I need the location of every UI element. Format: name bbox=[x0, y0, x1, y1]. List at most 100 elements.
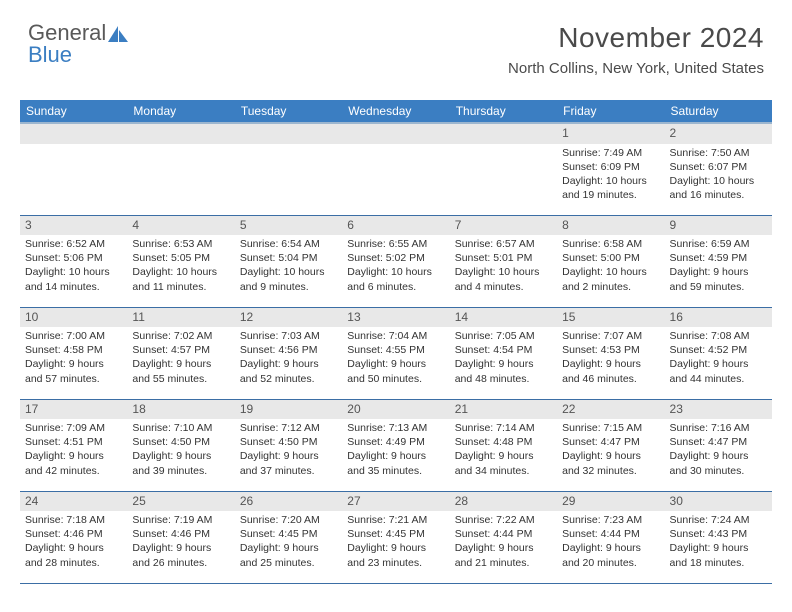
day-number: 21 bbox=[450, 400, 557, 420]
day-sun-info: Sunrise: 6:54 AMSunset: 5:04 PMDaylight:… bbox=[235, 235, 342, 298]
page-title: November 2024 bbox=[508, 22, 764, 54]
day-number: 14 bbox=[450, 308, 557, 328]
calendar-week-row: 24Sunrise: 7:18 AMSunset: 4:46 PMDayligh… bbox=[20, 491, 772, 583]
calendar-day-cell: 16Sunrise: 7:08 AMSunset: 4:52 PMDayligh… bbox=[665, 307, 772, 399]
day-sun-info: Sunrise: 7:04 AMSunset: 4:55 PMDaylight:… bbox=[342, 327, 449, 390]
weekday-header: Wednesday bbox=[342, 100, 449, 123]
calendar-day-cell: 27Sunrise: 7:21 AMSunset: 4:45 PMDayligh… bbox=[342, 491, 449, 583]
day-sun-info: Sunrise: 6:57 AMSunset: 5:01 PMDaylight:… bbox=[450, 235, 557, 298]
day-number: 5 bbox=[235, 216, 342, 236]
day-number bbox=[20, 124, 127, 144]
day-number: 12 bbox=[235, 308, 342, 328]
day-number: 1 bbox=[557, 124, 664, 144]
day-number: 3 bbox=[20, 216, 127, 236]
day-number: 20 bbox=[342, 400, 449, 420]
calendar-day-cell: 17Sunrise: 7:09 AMSunset: 4:51 PMDayligh… bbox=[20, 399, 127, 491]
day-number: 23 bbox=[665, 400, 772, 420]
calendar-day-cell bbox=[20, 123, 127, 215]
day-sun-info: Sunrise: 7:23 AMSunset: 4:44 PMDaylight:… bbox=[557, 511, 664, 574]
calendar-day-cell: 3Sunrise: 6:52 AMSunset: 5:06 PMDaylight… bbox=[20, 215, 127, 307]
day-number: 26 bbox=[235, 492, 342, 512]
weekday-header: Monday bbox=[127, 100, 234, 123]
day-number: 10 bbox=[20, 308, 127, 328]
day-sun-info: Sunrise: 7:49 AMSunset: 6:09 PMDaylight:… bbox=[557, 144, 664, 207]
day-number: 19 bbox=[235, 400, 342, 420]
calendar-day-cell: 11Sunrise: 7:02 AMSunset: 4:57 PMDayligh… bbox=[127, 307, 234, 399]
calendar-day-cell: 28Sunrise: 7:22 AMSunset: 4:44 PMDayligh… bbox=[450, 491, 557, 583]
day-sun-info: Sunrise: 7:14 AMSunset: 4:48 PMDaylight:… bbox=[450, 419, 557, 482]
calendar-day-cell: 5Sunrise: 6:54 AMSunset: 5:04 PMDaylight… bbox=[235, 215, 342, 307]
day-number bbox=[342, 124, 449, 144]
day-number: 8 bbox=[557, 216, 664, 236]
weekday-header-row: Sunday Monday Tuesday Wednesday Thursday… bbox=[20, 100, 772, 123]
calendar-day-cell bbox=[127, 123, 234, 215]
day-sun-info: Sunrise: 7:07 AMSunset: 4:53 PMDaylight:… bbox=[557, 327, 664, 390]
day-number: 18 bbox=[127, 400, 234, 420]
page-subtitle: North Collins, New York, United States bbox=[508, 60, 764, 77]
day-sun-info: Sunrise: 7:10 AMSunset: 4:50 PMDaylight:… bbox=[127, 419, 234, 482]
calendar-day-cell: 23Sunrise: 7:16 AMSunset: 4:47 PMDayligh… bbox=[665, 399, 772, 491]
weekday-header: Thursday bbox=[450, 100, 557, 123]
day-sun-info bbox=[127, 144, 234, 193]
day-sun-info: Sunrise: 7:08 AMSunset: 4:52 PMDaylight:… bbox=[665, 327, 772, 390]
calendar-day-cell: 13Sunrise: 7:04 AMSunset: 4:55 PMDayligh… bbox=[342, 307, 449, 399]
calendar-day-cell: 6Sunrise: 6:55 AMSunset: 5:02 PMDaylight… bbox=[342, 215, 449, 307]
calendar-day-cell: 1Sunrise: 7:49 AMSunset: 6:09 PMDaylight… bbox=[557, 123, 664, 215]
day-sun-info: Sunrise: 7:13 AMSunset: 4:49 PMDaylight:… bbox=[342, 419, 449, 482]
calendar-day-cell: 18Sunrise: 7:10 AMSunset: 4:50 PMDayligh… bbox=[127, 399, 234, 491]
weekday-header: Tuesday bbox=[235, 100, 342, 123]
day-number: 11 bbox=[127, 308, 234, 328]
day-sun-info: Sunrise: 7:15 AMSunset: 4:47 PMDaylight:… bbox=[557, 419, 664, 482]
day-sun-info: Sunrise: 7:22 AMSunset: 4:44 PMDaylight:… bbox=[450, 511, 557, 574]
day-number: 6 bbox=[342, 216, 449, 236]
day-sun-info: Sunrise: 7:24 AMSunset: 4:43 PMDaylight:… bbox=[665, 511, 772, 574]
day-sun-info: Sunrise: 7:19 AMSunset: 4:46 PMDaylight:… bbox=[127, 511, 234, 574]
calendar-day-cell: 24Sunrise: 7:18 AMSunset: 4:46 PMDayligh… bbox=[20, 491, 127, 583]
weekday-header: Friday bbox=[557, 100, 664, 123]
day-sun-info: Sunrise: 6:55 AMSunset: 5:02 PMDaylight:… bbox=[342, 235, 449, 298]
day-number: 2 bbox=[665, 124, 772, 144]
logo-sail-icon bbox=[108, 26, 128, 42]
day-sun-info: Sunrise: 6:59 AMSunset: 4:59 PMDaylight:… bbox=[665, 235, 772, 298]
day-sun-info bbox=[20, 144, 127, 193]
day-sun-info: Sunrise: 7:03 AMSunset: 4:56 PMDaylight:… bbox=[235, 327, 342, 390]
day-sun-info: Sunrise: 7:02 AMSunset: 4:57 PMDaylight:… bbox=[127, 327, 234, 390]
calendar-day-cell: 14Sunrise: 7:05 AMSunset: 4:54 PMDayligh… bbox=[450, 307, 557, 399]
day-sun-info: Sunrise: 7:16 AMSunset: 4:47 PMDaylight:… bbox=[665, 419, 772, 482]
day-sun-info: Sunrise: 7:12 AMSunset: 4:50 PMDaylight:… bbox=[235, 419, 342, 482]
calendar-day-cell: 19Sunrise: 7:12 AMSunset: 4:50 PMDayligh… bbox=[235, 399, 342, 491]
calendar-day-cell: 30Sunrise: 7:24 AMSunset: 4:43 PMDayligh… bbox=[665, 491, 772, 583]
calendar-day-cell: 2Sunrise: 7:50 AMSunset: 6:07 PMDaylight… bbox=[665, 123, 772, 215]
calendar-day-cell: 29Sunrise: 7:23 AMSunset: 4:44 PMDayligh… bbox=[557, 491, 664, 583]
day-number: 9 bbox=[665, 216, 772, 236]
day-number: 27 bbox=[342, 492, 449, 512]
day-number: 24 bbox=[20, 492, 127, 512]
calendar-day-cell: 20Sunrise: 7:13 AMSunset: 4:49 PMDayligh… bbox=[342, 399, 449, 491]
day-sun-info: Sunrise: 7:50 AMSunset: 6:07 PMDaylight:… bbox=[665, 144, 772, 207]
day-number: 30 bbox=[665, 492, 772, 512]
day-sun-info: Sunrise: 7:09 AMSunset: 4:51 PMDaylight:… bbox=[20, 419, 127, 482]
calendar-day-cell: 4Sunrise: 6:53 AMSunset: 5:05 PMDaylight… bbox=[127, 215, 234, 307]
calendar-week-row: 1Sunrise: 7:49 AMSunset: 6:09 PMDaylight… bbox=[20, 123, 772, 215]
calendar-day-cell: 8Sunrise: 6:58 AMSunset: 5:00 PMDaylight… bbox=[557, 215, 664, 307]
day-number: 25 bbox=[127, 492, 234, 512]
calendar-day-cell bbox=[342, 123, 449, 215]
day-sun-info: Sunrise: 7:20 AMSunset: 4:45 PMDaylight:… bbox=[235, 511, 342, 574]
day-number bbox=[127, 124, 234, 144]
day-number: 16 bbox=[665, 308, 772, 328]
calendar-day-cell: 7Sunrise: 6:57 AMSunset: 5:01 PMDaylight… bbox=[450, 215, 557, 307]
calendar-day-cell: 26Sunrise: 7:20 AMSunset: 4:45 PMDayligh… bbox=[235, 491, 342, 583]
day-number: 15 bbox=[557, 308, 664, 328]
day-number bbox=[450, 124, 557, 144]
calendar-day-cell: 21Sunrise: 7:14 AMSunset: 4:48 PMDayligh… bbox=[450, 399, 557, 491]
day-number: 4 bbox=[127, 216, 234, 236]
day-number: 29 bbox=[557, 492, 664, 512]
day-number: 13 bbox=[342, 308, 449, 328]
day-sun-info bbox=[450, 144, 557, 193]
calendar-week-row: 17Sunrise: 7:09 AMSunset: 4:51 PMDayligh… bbox=[20, 399, 772, 491]
logo-text-2: Blue bbox=[28, 42, 72, 67]
day-sun-info: Sunrise: 7:18 AMSunset: 4:46 PMDaylight:… bbox=[20, 511, 127, 574]
weekday-header: Sunday bbox=[20, 100, 127, 123]
calendar-day-cell bbox=[450, 123, 557, 215]
day-number: 22 bbox=[557, 400, 664, 420]
